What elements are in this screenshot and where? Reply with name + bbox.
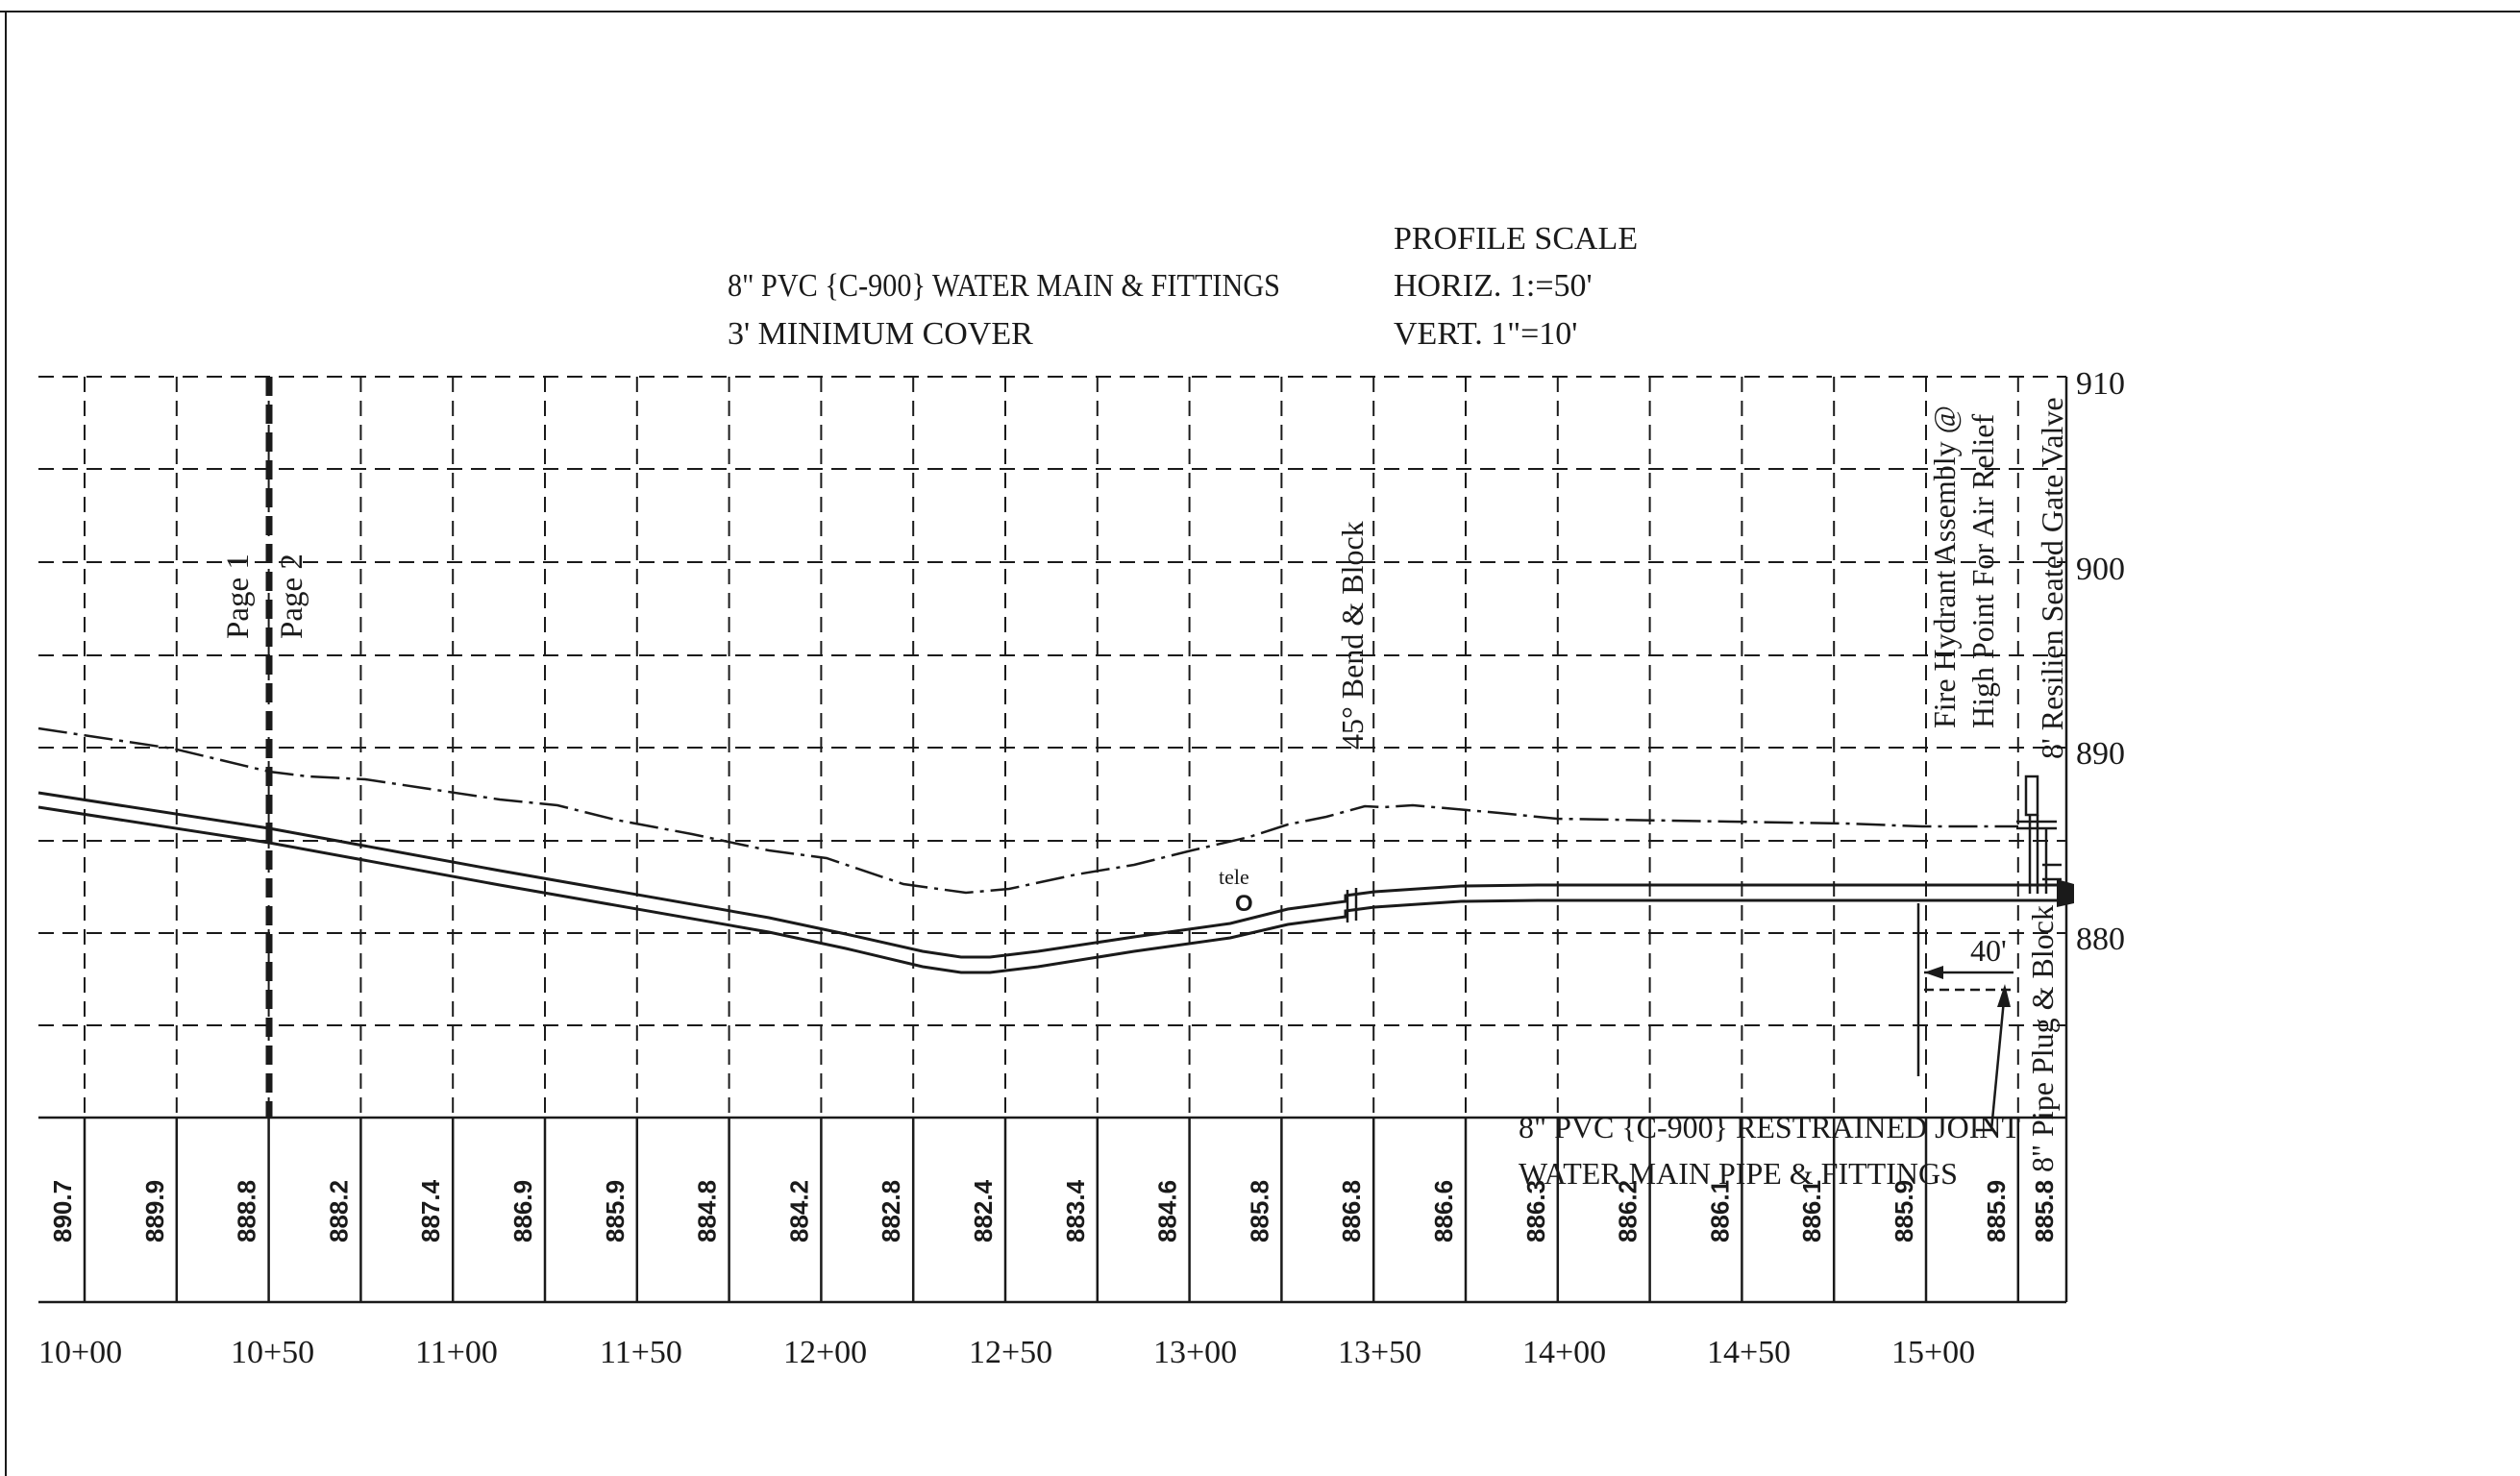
ground-elevation-value: 885.9 xyxy=(1982,1180,2011,1242)
scale-vert: VERT. 1"=10' xyxy=(1394,316,1577,352)
pipe-plug-symbol xyxy=(2057,879,2074,907)
main-note-line1: 8" PVC {C-900} WATER MAIN & FITTINGS xyxy=(728,268,1280,304)
ground-elevation-value: 886.2 xyxy=(1614,1180,1643,1242)
profile-grid xyxy=(38,376,2066,1118)
station-label: 14+50 xyxy=(1707,1335,1791,1370)
ground-elevation-value: 886.1 xyxy=(1705,1180,1734,1242)
tele-label: tele xyxy=(1219,865,1249,889)
elevation-label: 900 xyxy=(2076,552,2125,587)
station-label: 10+00 xyxy=(38,1335,122,1370)
ground-elevation-value: 888.2 xyxy=(324,1180,353,1242)
ground-elevation-value: 882.8 xyxy=(877,1180,905,1242)
ground-elevation-value: 886.6 xyxy=(1429,1180,1458,1242)
dimension-label: 40' xyxy=(1970,933,2007,968)
ground-elevation-value: 885.8 xyxy=(2030,1180,2059,1242)
station-label: 13+50 xyxy=(1338,1335,1421,1370)
ground-elevation-value: 885.8 xyxy=(1245,1180,1273,1242)
ground-elevation-value: 889.9 xyxy=(140,1180,169,1242)
data-strip-frame xyxy=(38,377,2068,1304)
ground-elevation-value: 885.9 xyxy=(601,1180,630,1242)
ground-elevation-value: 888.8 xyxy=(233,1180,261,1242)
pipe-plug-callout: 8" Pipe Plug & Block xyxy=(2025,905,2060,1172)
ground-elevation-value: 883.4 xyxy=(1061,1179,1090,1242)
data-strip-dividers xyxy=(83,1118,2020,1302)
scale-title: PROFILE SCALE xyxy=(1394,221,1638,257)
page2-label: Page 2 xyxy=(275,554,309,639)
station-label: 11+00 xyxy=(415,1335,498,1370)
ground-elevation-value: 890.7 xyxy=(48,1180,77,1242)
station-label: 12+00 xyxy=(783,1335,867,1370)
restrained-note-line2: WATER MAIN PIPE & FITTINGS xyxy=(1519,1156,1958,1191)
gate-valve-callout: 8' Resilien Seated Gate Valve xyxy=(2035,397,2069,759)
hydrant-callout-line2: High Point For Air Relief xyxy=(1965,414,2000,728)
ground-elevation-value: 886.8 xyxy=(1337,1180,1366,1242)
elevation-label: 890 xyxy=(2076,736,2125,772)
station-label: 13+00 xyxy=(1153,1335,1237,1370)
leader-arrow xyxy=(1997,984,2011,1007)
hydrant-callout-line1: Fire Hydrant Assembly @ xyxy=(1927,406,1962,728)
tele-marker: O xyxy=(1235,891,1253,917)
pipe-bottom-line xyxy=(37,805,2066,974)
ground-elevation-value: 884.8 xyxy=(693,1180,722,1242)
ground-elevation-value: 884.6 xyxy=(1153,1180,1182,1242)
existing-ground-line xyxy=(37,726,2018,895)
ground-elevation-value: 887.4 xyxy=(416,1179,445,1242)
elevation-label: 910 xyxy=(2076,366,2125,402)
station-labels: 10+00 10+50 11+00 11+50 12+00 12+50 13+00 13+50… xyxy=(38,1335,1975,1370)
station-label: 10+50 xyxy=(231,1335,314,1370)
station-label: 15+00 xyxy=(1891,1335,1975,1370)
bend-callout: 45° Bend & Block xyxy=(1335,521,1370,750)
pipe-top-line xyxy=(37,791,2066,959)
ground-elevation-value: 882.4 xyxy=(969,1179,998,1242)
ground-elevation-values: 890.7 889.9 888.8 888.2 887.4 886.9 885.9 884.8… xyxy=(48,1179,2059,1242)
elevation-labels: 910 900 890 880 xyxy=(2076,366,2125,957)
ground-elevation-value: 886.3 xyxy=(1521,1180,1550,1242)
restrained-note-line1: 8" PVC {C-900} RESTRAINED JOINT xyxy=(1519,1110,2020,1144)
scale-horiz: HORIZ. 1:=50' xyxy=(1394,268,1593,304)
page1-label: Page 1 xyxy=(221,554,256,639)
bend-fitting-mark xyxy=(1346,888,1358,922)
restrained-joint-leader xyxy=(1976,989,2007,1132)
ground-elevation-value: 884.2 xyxy=(784,1180,813,1242)
station-label: 12+50 xyxy=(969,1335,1052,1370)
ground-elevation-value: 886.1 xyxy=(1797,1180,1826,1242)
main-note-line2: 3' MINIMUM COVER xyxy=(728,316,1033,352)
hydrant-assembly-symbol xyxy=(2016,775,2062,894)
station-label: 11+50 xyxy=(600,1335,682,1370)
ground-elevation-value: 885.9 xyxy=(1890,1180,1918,1242)
elevation-label: 880 xyxy=(2076,922,2125,957)
station-label: 14+00 xyxy=(1522,1335,1606,1370)
ground-elevation-value: 886.9 xyxy=(508,1180,537,1242)
dimension-arrow xyxy=(1924,966,1943,979)
